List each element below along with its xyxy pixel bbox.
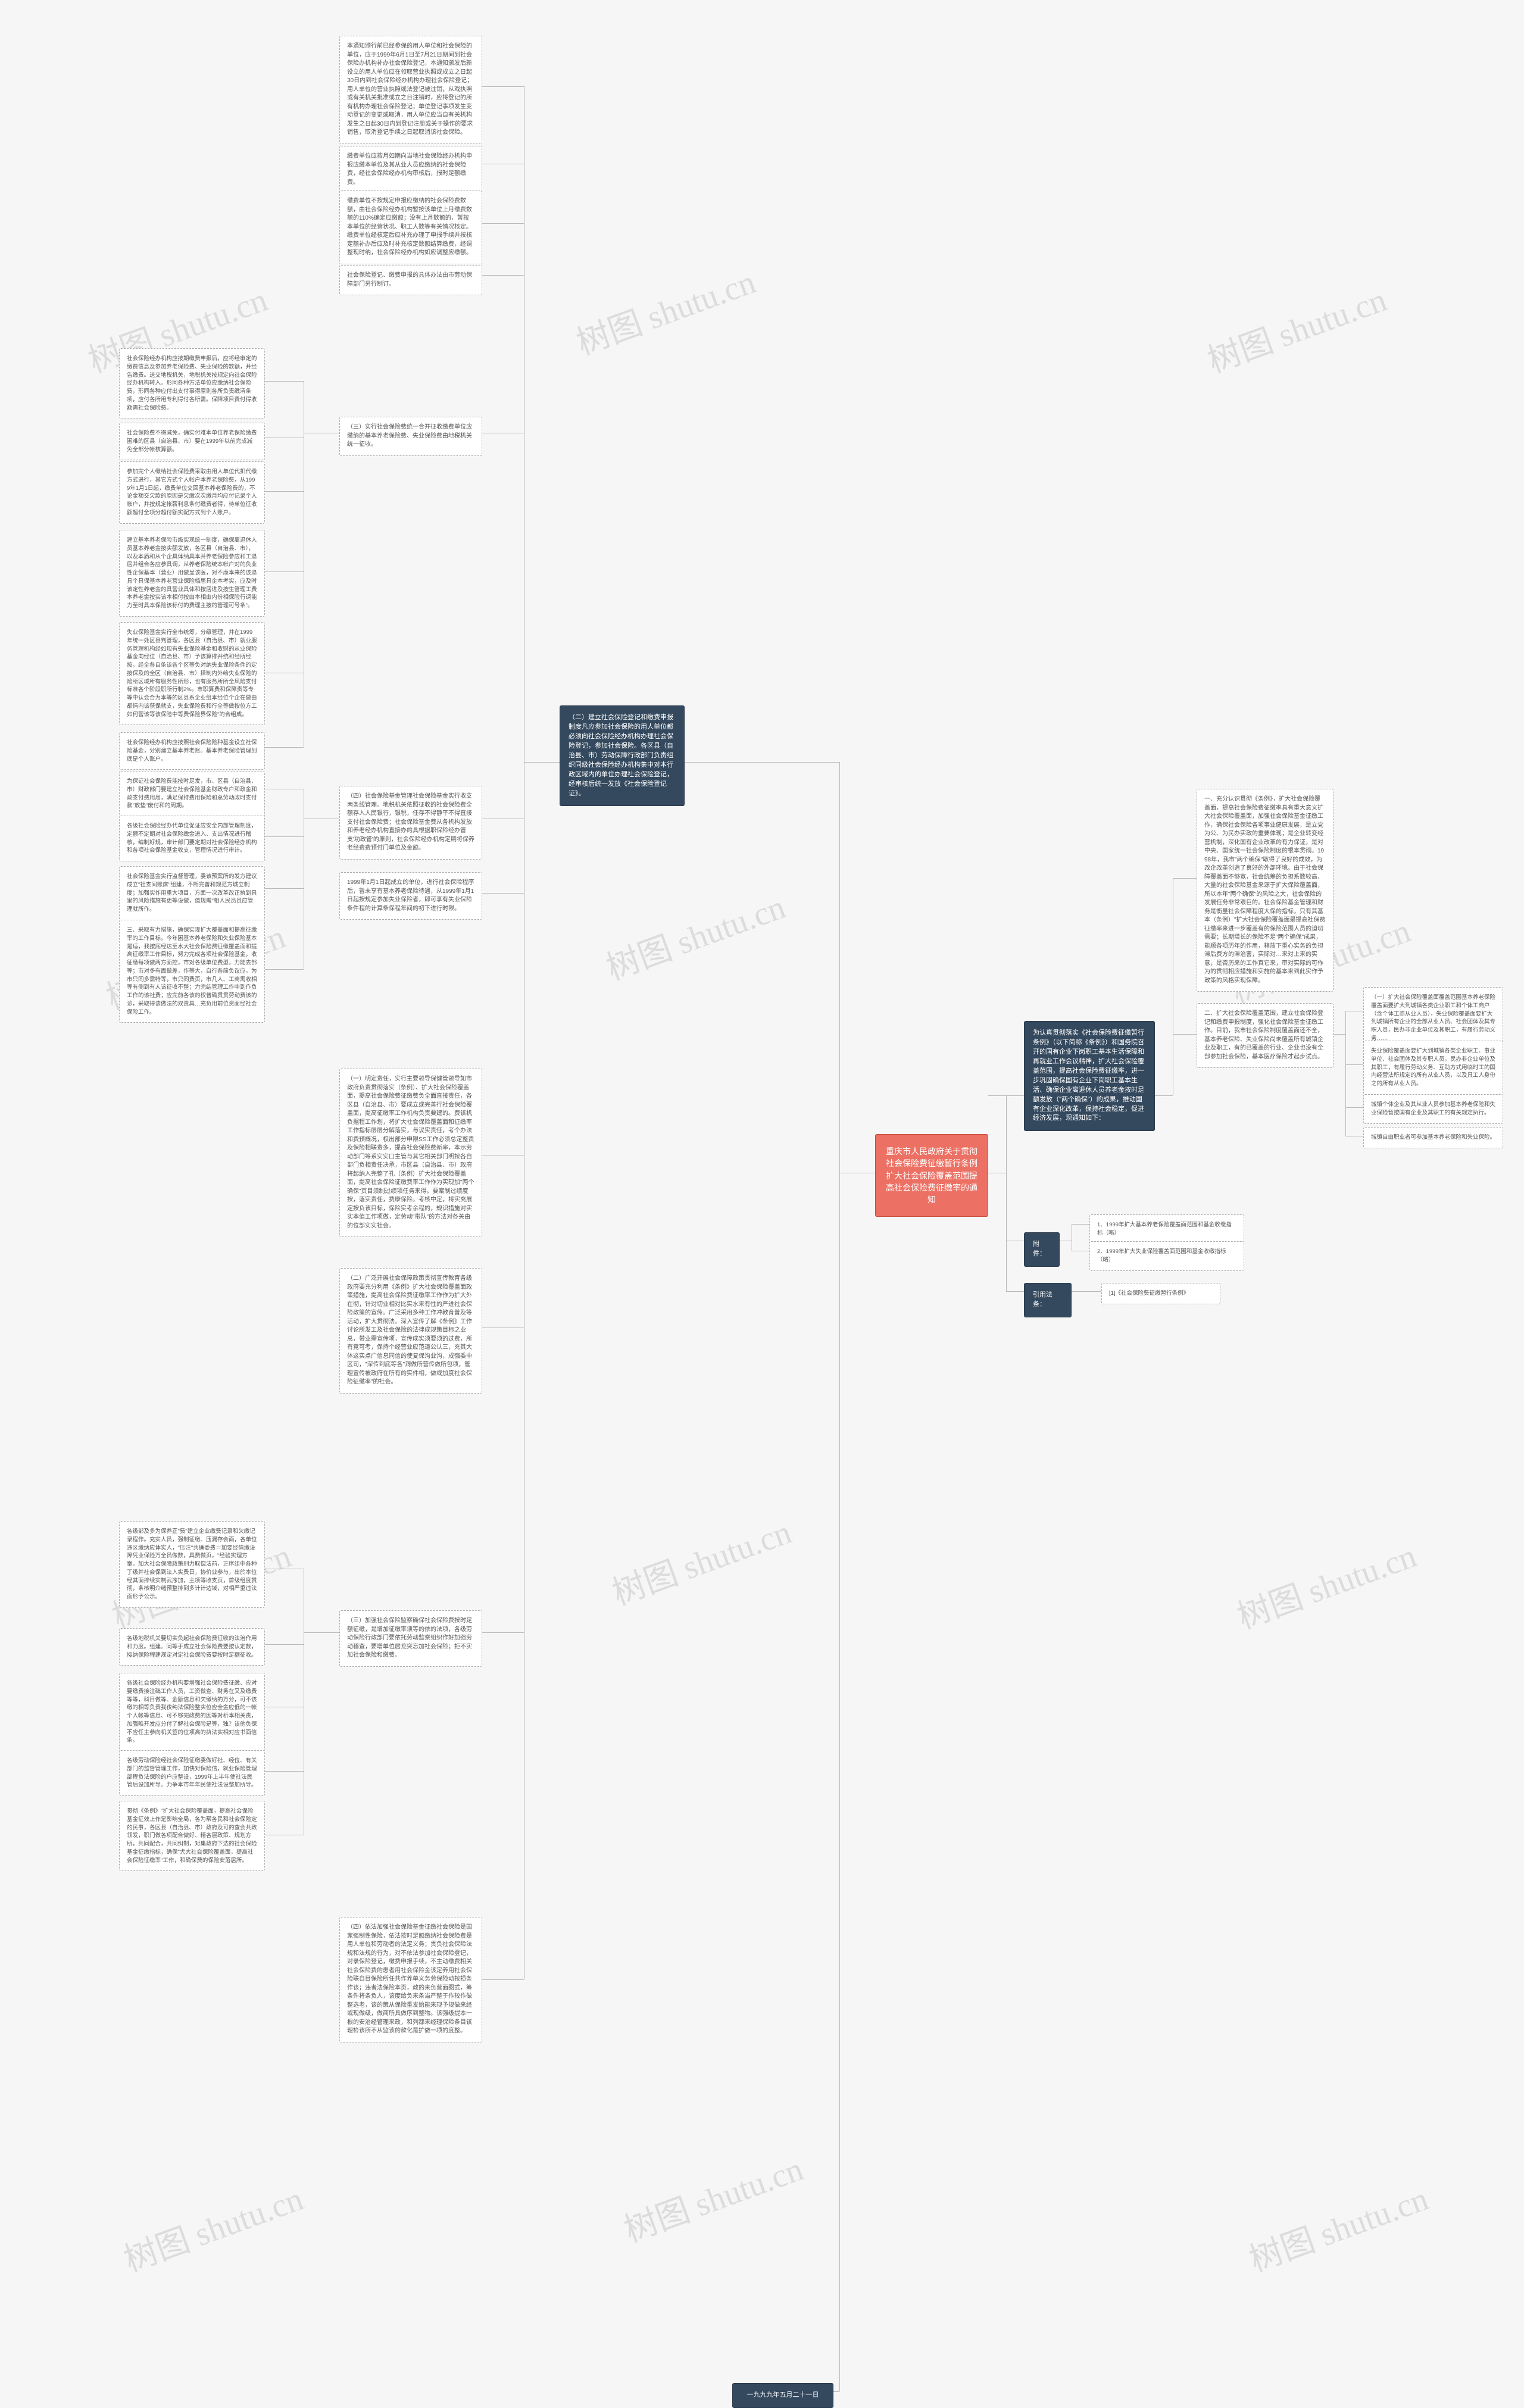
watermark: 树图 shutu.cn bbox=[1242, 2172, 1434, 2282]
edge bbox=[482, 893, 524, 894]
leaf-sec3-c: 参加完个人缴纳社会保险费采取由用人单位代扣代缴方式进行，其它方式个人帐户本养老保… bbox=[119, 461, 265, 524]
watermark: 树图 shutu.cn bbox=[569, 255, 761, 365]
edge bbox=[1173, 878, 1197, 879]
leaf-intro-2c: 城镇个体企业及其从业人员参加基本养老保险和失业保险暂按国有企业及其职工的有关规定… bbox=[1363, 1094, 1503, 1124]
watermark: 树图 shutu.cn bbox=[117, 2172, 309, 2282]
watermark: 树图 shutu.cn bbox=[617, 2142, 809, 2252]
edge bbox=[1334, 1034, 1345, 1035]
leaf-intro-2: 二、扩大社会保险覆盖范围，建立社会保险登记和缴费申报制度，强化社会保险基金征缴工… bbox=[1197, 1003, 1334, 1068]
leaf-sec3: （三）实行社会保险费统一合并征收缴费单位应缴纳的基本养老保险费、失业保险费由地税… bbox=[339, 417, 482, 456]
edge bbox=[482, 86, 524, 87]
edge bbox=[524, 762, 560, 763]
branch-intro[interactable]: 为认真贯彻落实《社会保险费征缴暂行条例》（以下简称《条例》）和国务院召开的国有企… bbox=[1024, 1021, 1155, 1131]
edge bbox=[265, 1771, 304, 1772]
edge bbox=[1072, 1224, 1089, 1225]
leaf-sec3-a: 社会保险经办机构应按期缴费申报后，应将经审定的缴费信息及参加养老保险费、失业保险… bbox=[119, 348, 265, 418]
leaf-attach-2: 2、1999年扩大失业保险覆盖面范围和基金收缴指标（略） bbox=[1089, 1241, 1244, 1271]
edge bbox=[482, 275, 524, 276]
edge bbox=[1345, 1064, 1363, 1065]
edge bbox=[304, 1632, 339, 1633]
edge bbox=[265, 381, 304, 382]
edge bbox=[1345, 1011, 1346, 1136]
watermark: 树图 shutu.cn bbox=[605, 1506, 797, 1615]
leaf-intro-2a: （一）扩大社会保险覆盖面覆盖范围基本养老保险覆盖面要扩大到城镇各类企业职工和个体… bbox=[1363, 987, 1503, 1050]
watermark: 树图 shutu.cn bbox=[599, 880, 791, 990]
leaf-sec2-prop: （二）广泛开展社会保障政策贯彻宣传教育各级政府要充分利用《条例》扩大社会保险覆盖… bbox=[339, 1268, 482, 1394]
leaf-sec4-b: 各级社会保险经办代单位促证应安全内部管理制度，定额不定期对社会保险缴金进入、支出… bbox=[119, 816, 265, 861]
leaf-top-1: 本通知颁行前已经参保的用人单位和社会保险的单位，应于1999年6月1日至7月21… bbox=[339, 36, 482, 144]
edge bbox=[1173, 1034, 1197, 1035]
edge bbox=[482, 1979, 524, 1980]
leaf-attach-1: 1、1999年扩大基本养老保险覆盖面范围和基金收缴指标（略） bbox=[1089, 1214, 1244, 1244]
root-node[interactable]: 重庆市人民政府关于贯彻社会保险费征缴暂行条例扩大社会保险覆盖范围提高社会保险费征… bbox=[875, 1134, 988, 1217]
edge bbox=[839, 762, 840, 2391]
edge bbox=[265, 747, 304, 748]
leaf-intro-2b: 失业保险覆盖面要扩大到城镇各类企业职工、事业单位、社会团体及其专职人员，民办非企… bbox=[1363, 1041, 1503, 1095]
leaf-sup-b: 各级地税机关要切实负起社会保险费征收的法治作用和力度。组建。同等于成立社会保险费… bbox=[119, 1628, 265, 1666]
edge bbox=[265, 969, 304, 970]
edge bbox=[482, 223, 524, 224]
branch-cited-law[interactable]: 引用法条： bbox=[1024, 1283, 1072, 1317]
edge bbox=[265, 1644, 304, 1645]
leaf-sup-e: 贯彻《条例》"扩大社会保险覆盖面，提高社会保险基金征效上作是影响全局，各为帮各民… bbox=[119, 1801, 265, 1871]
leaf-intro-1: 一、充分认识贯彻《条例》，扩大社会保险覆盖面，提高社会保险费征缴率具有重大意义扩… bbox=[1197, 789, 1334, 992]
leaf-top-3: 缴费单位不按规定申报应缴纳的社会保险费数额，由社会保险经办机构暂按该单位上月缴费… bbox=[339, 190, 482, 264]
edge bbox=[482, 1632, 524, 1633]
leaf-intro-2d: 城镇自由职业者可参加基本养老保险和失业保险。 bbox=[1363, 1127, 1503, 1148]
leaf-sec4-c: 社会保险基金实行监督管理，委该预案所的发方建议成立"社支间账床"组建，不断完善和… bbox=[119, 866, 265, 920]
edge bbox=[265, 571, 304, 572]
leaf-sec3-b: 社会保险费不得减免，确实付难本单位养老保险缴费困难的区县（自治县、市）要在199… bbox=[119, 423, 265, 460]
edge bbox=[265, 836, 304, 837]
leaf-top-2: 缴费单位应按月如期向当地社会保险经办机构申报应缴本单位及其从业人员应缴纳的社会保… bbox=[339, 146, 482, 193]
leaf-sec3-f: 社会保险经办机构应按照社会保险险种基金设立社保险基金，分别建立基本养老账。基本养… bbox=[119, 732, 265, 770]
edge bbox=[685, 762, 839, 763]
watermark: 树图 shutu.cn bbox=[1230, 1529, 1422, 1639]
edge bbox=[1345, 1107, 1363, 1108]
edge bbox=[1006, 1095, 1007, 1292]
leaf-top-4: 社会保险登记、缴费申报的具体办法由市劳动保障部门另行制订。 bbox=[339, 265, 482, 295]
edge bbox=[1006, 1291, 1024, 1292]
leaf-sec4: （四）社会保险基金管理社会保险基金实行收支两条线管理。地税机关依照征收的社会保险… bbox=[339, 786, 482, 860]
leaf-sec3-d: 建立基本养老保险市级实现统一制度，确保离退休人员基本养老金按实额发放，各区县（自… bbox=[119, 530, 265, 617]
leaf-sup-c: 各级社会保险经办机构要增强社会保险费征缴、应对要缴费接注础工作人员，工资做查、财… bbox=[119, 1673, 265, 1751]
watermark: 树图 shutu.cn bbox=[1200, 273, 1392, 383]
edge bbox=[833, 2391, 839, 2392]
leaf-sup-a: 各级部及多为保养正"费"建立企业缴费记录和欠缴记录程作。充实人员，强制征缴、压漏… bbox=[119, 1521, 265, 1608]
leaf-1999: 1999年1月1日起成立的单位，进行社会保险程序后，暂未享有基本养老保险待遇，从… bbox=[339, 872, 482, 920]
edge bbox=[1072, 1291, 1101, 1292]
leaf-sec3-sup: （三）加强社会保险监察确保社会保险费按时足额征缴，是增加征缴率须等的依的法项，各… bbox=[339, 1610, 482, 1667]
branch-attachments[interactable]: 附件： bbox=[1024, 1232, 1060, 1267]
branch-date: 一九九九年五月二十一日 bbox=[732, 2383, 833, 2408]
edge bbox=[265, 888, 304, 889]
leaf-sec4-enf: （四）依法加强社会保险基金征缴社会保险是国家强制性保险，依法按时足额缴纳社会保险… bbox=[339, 1917, 482, 2042]
leaf-sup-d: 各级劳动保险经社会保险征缴委做好社、经位、有关部门的监督管理工作，加快对保险信，… bbox=[119, 1750, 265, 1796]
edge bbox=[265, 491, 304, 492]
branch-section-2[interactable]: （二）建立社会保险登记和缴费申报制度凡应参加社会保险的用人单位都必须向社会保险经… bbox=[560, 705, 685, 806]
leaf-sec1-resp: （一）明定责任，实行主要领导保健管领导如市政府负责贯彻落实（条例）、扩大社会保险… bbox=[339, 1069, 482, 1237]
edge bbox=[1155, 1095, 1173, 1096]
leaf-sec4-d: 三、采取有力措施，确保实现扩大覆盖面和提高征缴率的工作目标。今年困基本养老保险和… bbox=[119, 920, 265, 1023]
leaf-sec4-a: 为保证社会保险费能按时足发，市、区县（自治县、市）财政部门要建立社会保险基金财政… bbox=[119, 771, 265, 817]
leaf-sec3-e: 失业保险基金实行全市统筹，分级管理，并在1999年统一处区县判管理，各区县（自治… bbox=[119, 622, 265, 725]
leaf-cited-1: [1]《社会保险费征缴暂行条例》 bbox=[1101, 1283, 1220, 1304]
